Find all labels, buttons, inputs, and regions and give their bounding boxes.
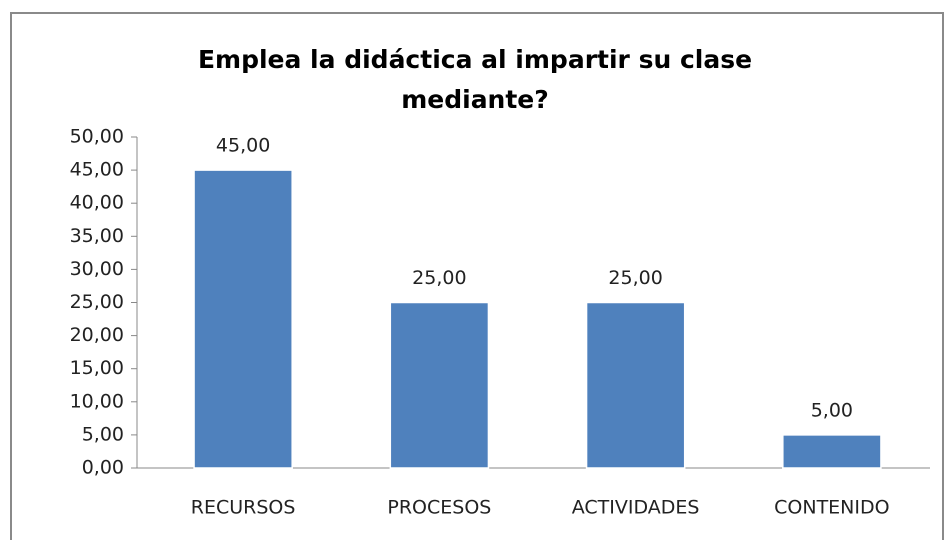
data-label: 25,00 bbox=[608, 267, 662, 289]
y-tick-label: 10,00 bbox=[70, 390, 124, 412]
x-tick-label: CONTENIDO bbox=[774, 497, 889, 519]
bar bbox=[782, 434, 882, 469]
bar bbox=[193, 169, 293, 469]
y-tick-label: 25,00 bbox=[70, 291, 124, 313]
y-tick-label: 0,00 bbox=[82, 457, 124, 479]
data-label: 25,00 bbox=[412, 267, 466, 289]
y-tick-label: 5,00 bbox=[82, 423, 124, 445]
y-tick-label: 20,00 bbox=[70, 324, 124, 346]
x-tick-label: PROCESOS bbox=[387, 497, 491, 519]
bar bbox=[389, 301, 490, 469]
data-label: 45,00 bbox=[216, 135, 270, 157]
data-label: 5,00 bbox=[811, 399, 853, 421]
y-tick-label: 50,00 bbox=[70, 126, 124, 148]
y-tick-label: 45,00 bbox=[70, 159, 124, 181]
y-tick-label: 30,00 bbox=[70, 258, 124, 280]
x-tick-label: RECURSOS bbox=[191, 497, 296, 519]
bar bbox=[585, 301, 686, 469]
y-tick-label: 40,00 bbox=[70, 192, 124, 214]
chart-frame bbox=[10, 12, 944, 540]
x-tick-label: ACTIVIDADES bbox=[572, 497, 700, 519]
y-tick-label: 35,00 bbox=[70, 225, 124, 247]
chart-title: Emplea la didáctica al impartir su clase… bbox=[197, 45, 753, 114]
y-tick-label: 15,00 bbox=[70, 357, 124, 379]
